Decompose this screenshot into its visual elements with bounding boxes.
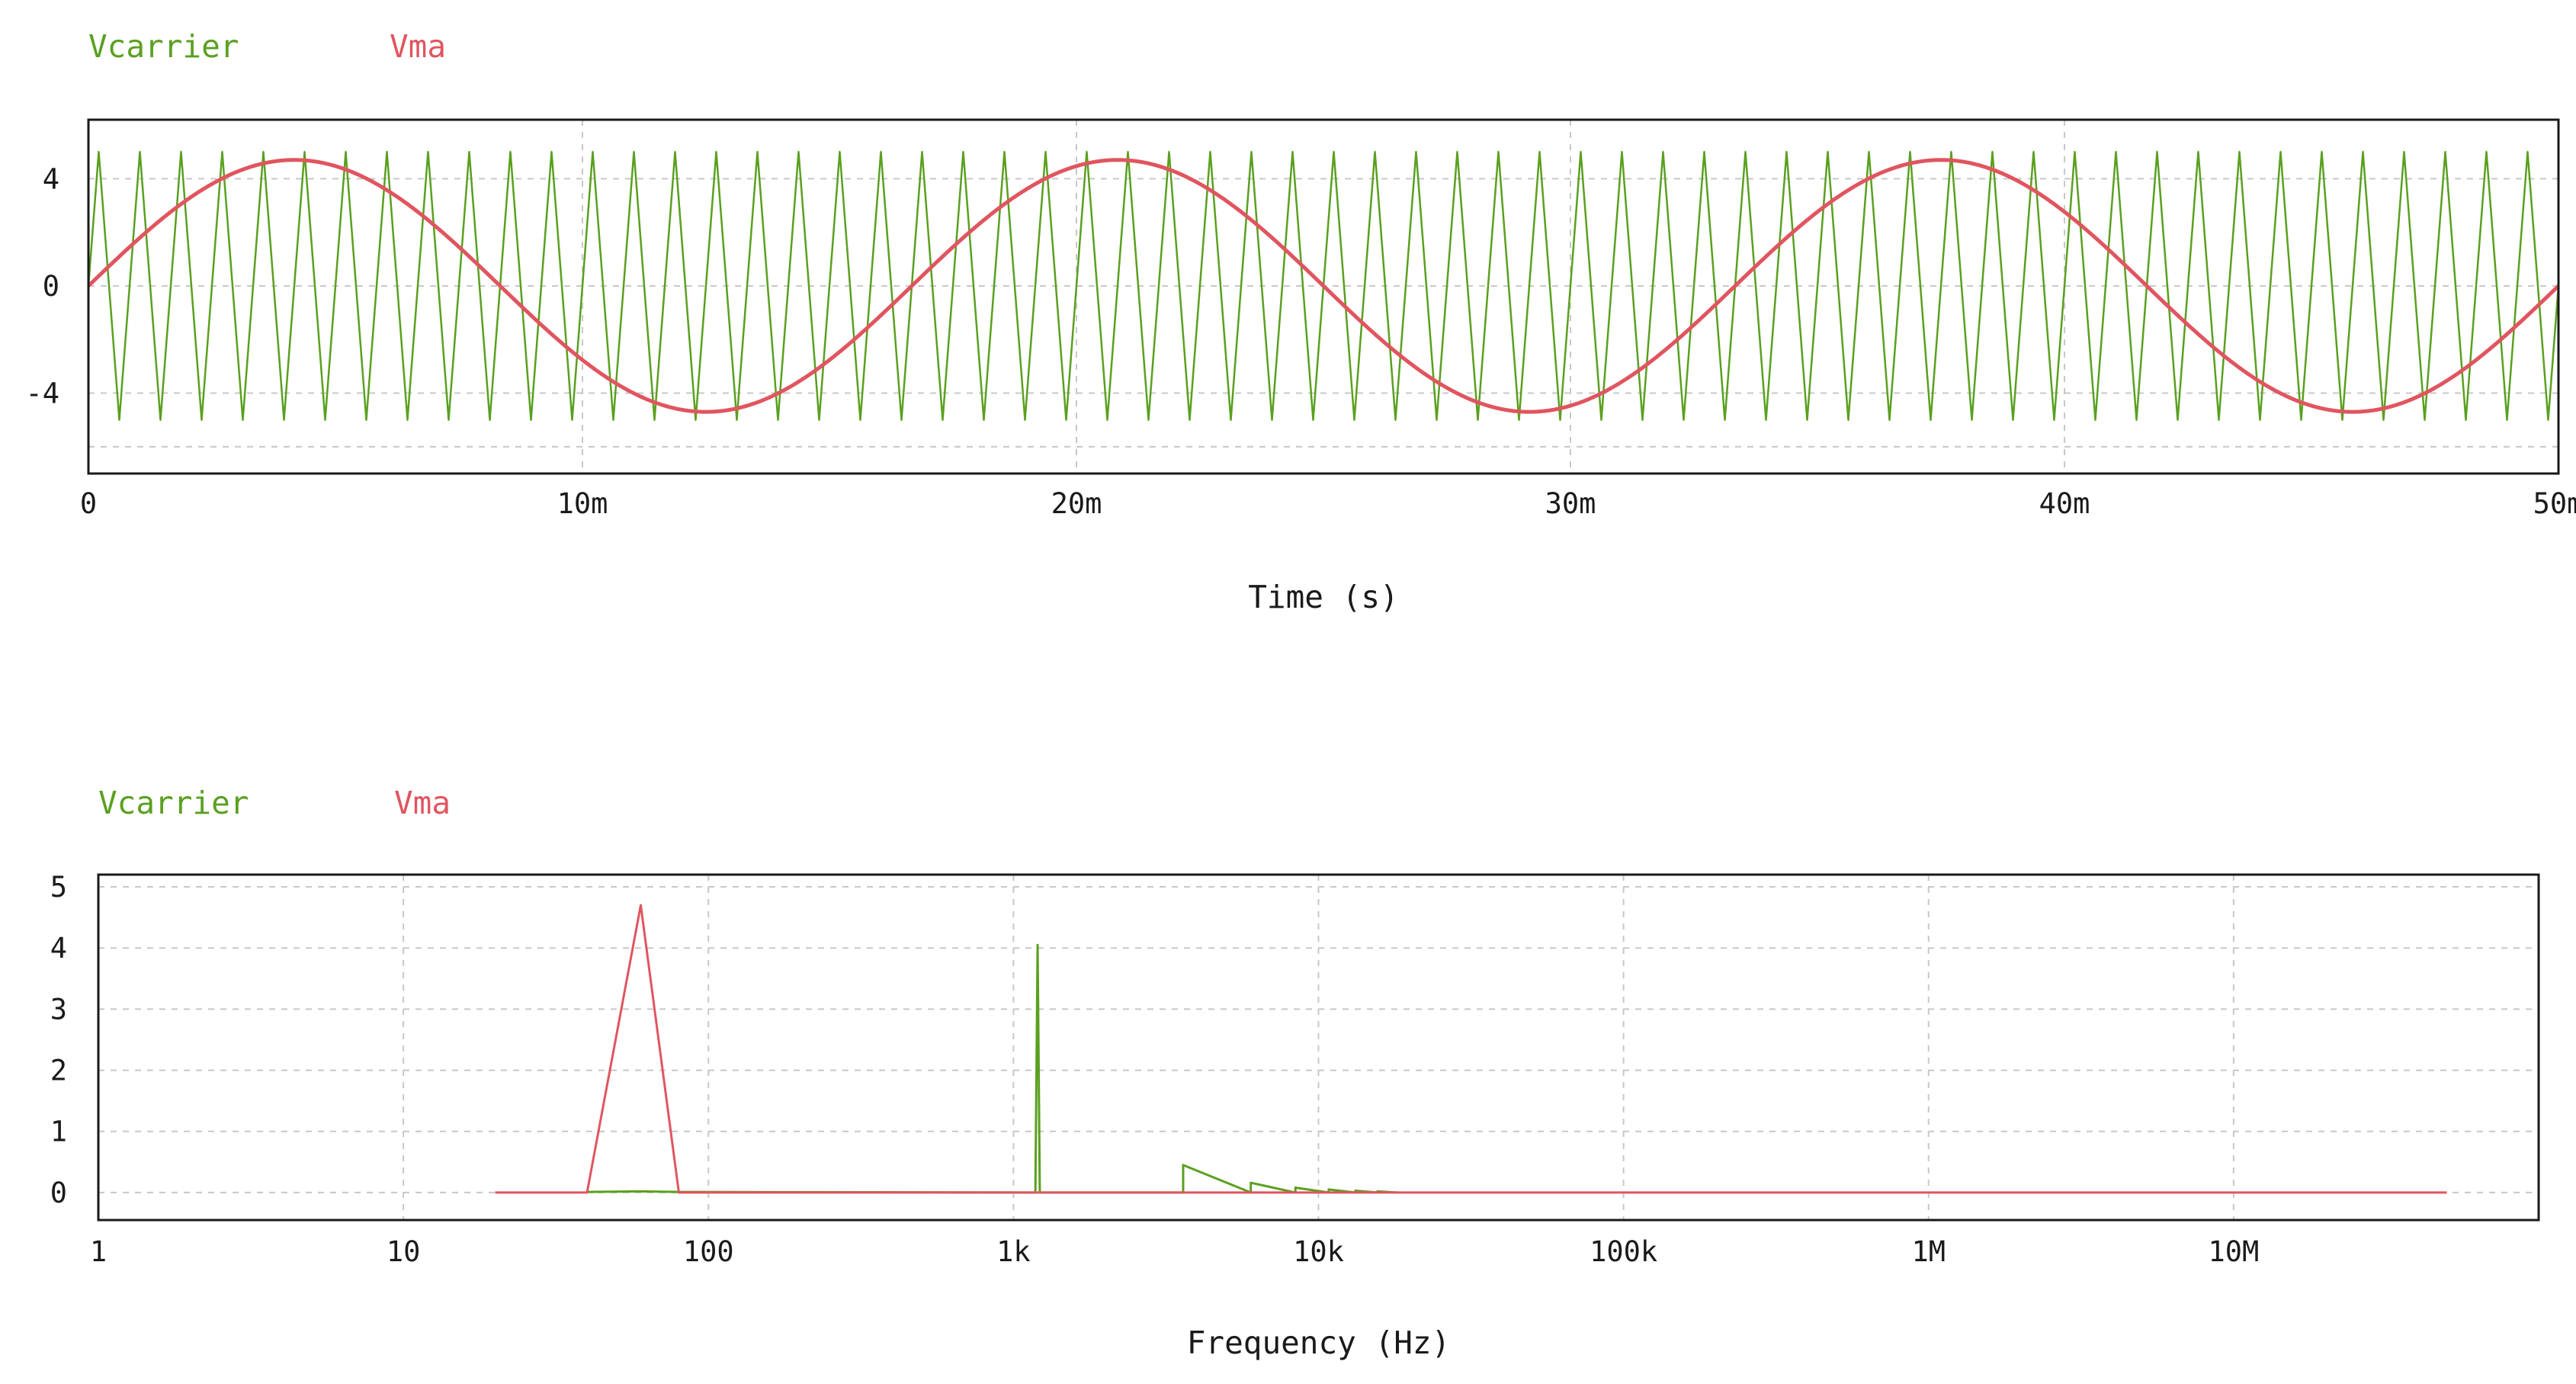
x-tick-label: 1 (90, 1235, 107, 1268)
legend-entry-vma: Vma (390, 28, 446, 65)
series-group (495, 904, 2447, 1194)
x-tick-label: 20m (1051, 487, 1102, 520)
x-tick-label: 0 (80, 487, 97, 520)
y-tick-label: 1 (50, 1116, 67, 1148)
y-tick-label: 2 (50, 1055, 67, 1087)
y-tick-label: 4 (50, 932, 67, 965)
x-tick-label: 10M (2208, 1235, 2259, 1268)
legend: Vcarrier Vma (88, 28, 446, 65)
legend-entry-vma: Vma (394, 785, 451, 821)
series-line-vma (88, 158, 2558, 414)
y-tick-label: 0 (50, 1177, 67, 1209)
legend-entry-vcarrier: Vcarrier (98, 785, 249, 821)
legend-entry-vcarrier: Vcarrier (88, 28, 239, 65)
x-tick-label: 50m (2533, 487, 2576, 520)
legend: Vcarrier Vma (98, 785, 451, 821)
plot-frame (97, 873, 2540, 1222)
y-tick-label: -4 (25, 377, 59, 410)
plot-frame (87, 118, 2560, 475)
y-tick-label: 0 (43, 270, 59, 303)
x-tick-label: 10 (387, 1235, 421, 1268)
y-tick-label: 3 (50, 993, 67, 1026)
x-axis-label: Time (s) (1248, 579, 1398, 615)
x-tick-label: 1k (996, 1235, 1031, 1268)
x-tick-label: 40m (2039, 487, 2090, 520)
y-tick-label: 5 (50, 871, 67, 904)
y-tick-label: 4 (43, 162, 59, 195)
grid (98, 875, 2539, 1220)
x-axis-label: Frequency (Hz) (1187, 1325, 1451, 1361)
x-tick-label: 30m (1545, 487, 1596, 520)
x-tick-label: 100k (1590, 1235, 1657, 1268)
series-line-vma (495, 904, 2447, 1194)
x-tick-label: 100 (683, 1235, 734, 1268)
x-tick-label: 1M (1911, 1235, 1946, 1268)
chart-1: 0 10m 20m 30m 40m 50m 4 0 -4 Time (s) Vcarrier Vma (25, 28, 2576, 615)
x-tick-label: 10k (1293, 1235, 1344, 1268)
x-tick-label: 10m (557, 487, 608, 520)
series-group (88, 150, 2558, 421)
